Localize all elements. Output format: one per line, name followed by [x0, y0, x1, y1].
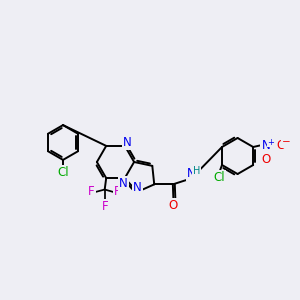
- Text: N: N: [119, 177, 128, 190]
- Text: Cl: Cl: [57, 166, 69, 179]
- Text: Cl: Cl: [214, 171, 225, 184]
- Text: N: N: [188, 167, 196, 180]
- Text: O: O: [261, 153, 270, 166]
- Text: F: F: [114, 185, 121, 198]
- Text: H: H: [193, 166, 200, 176]
- Text: N: N: [261, 139, 270, 152]
- Text: −: −: [282, 137, 291, 147]
- Text: F: F: [88, 185, 95, 198]
- Text: N: N: [133, 181, 142, 194]
- Text: F: F: [101, 200, 108, 213]
- Text: O: O: [276, 139, 285, 152]
- Text: +: +: [268, 138, 274, 147]
- Text: O: O: [169, 199, 178, 212]
- Text: N: N: [123, 136, 132, 149]
